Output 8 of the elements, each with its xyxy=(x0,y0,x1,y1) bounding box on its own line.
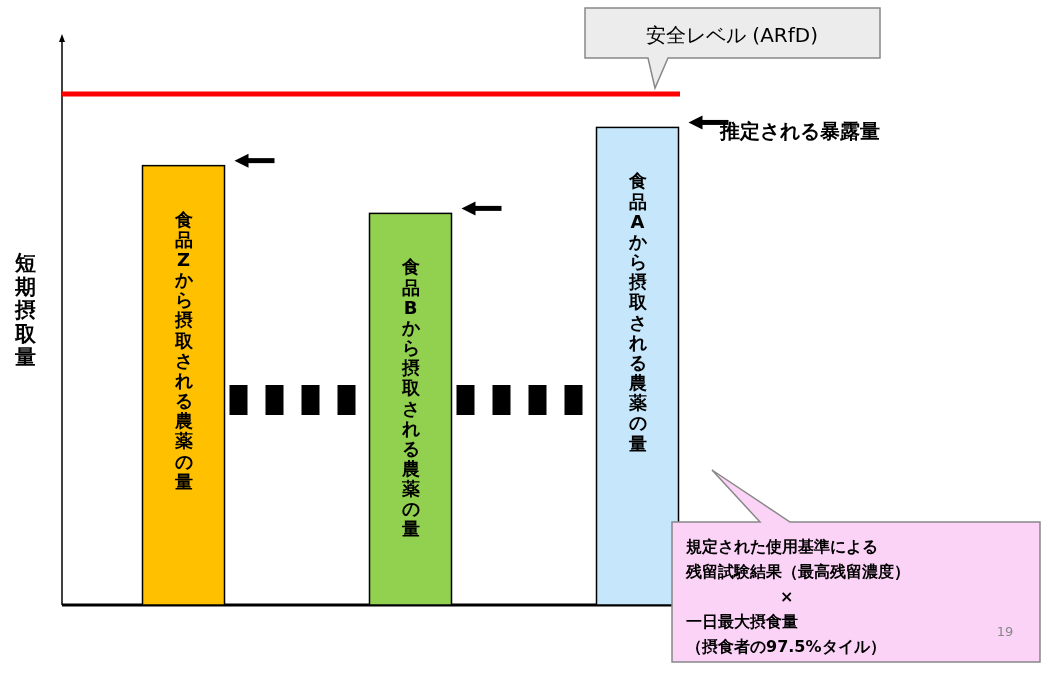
ylabel: 短期摂取量 xyxy=(14,251,36,370)
annotation: 19 xyxy=(996,624,1014,639)
annotation: 規定された使用基準による xyxy=(686,537,878,556)
annotation: 一日最大摂食量 xyxy=(686,612,798,631)
annotation: （摂食者の97.5%タイル） xyxy=(686,637,886,656)
annotation: 残留試験結果（最高残留濃度） xyxy=(686,562,910,581)
annotation: 推定される暴露量 xyxy=(720,119,880,143)
annotation: × xyxy=(780,587,794,606)
